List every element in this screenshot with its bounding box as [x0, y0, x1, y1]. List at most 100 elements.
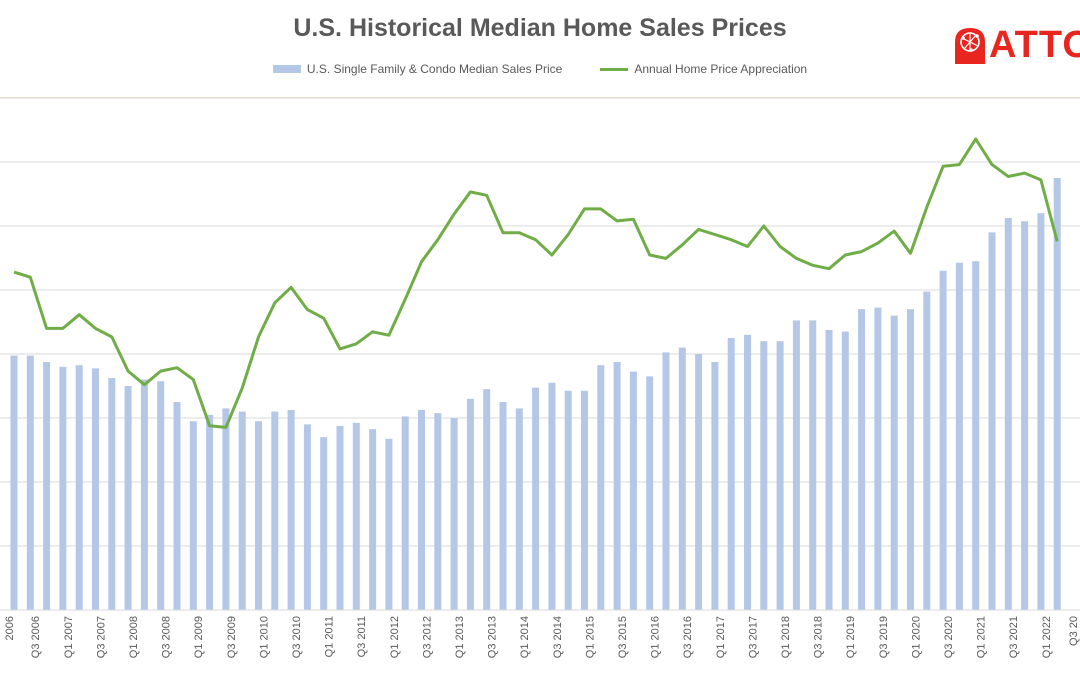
x-tick-label: Q1 2010	[258, 616, 270, 658]
price-bar	[809, 320, 817, 610]
attom-logo-wordmark: ATTO	[989, 24, 1080, 66]
x-tick-label: Q3 2011	[356, 616, 368, 657]
x-tick-label: Q1 2022	[1041, 616, 1053, 658]
x-tick-label: Q1 2016	[650, 616, 662, 658]
chart-title: U.S. Historical Median Home Sales Prices	[293, 14, 787, 42]
x-tick-label: Q3 2012	[421, 616, 433, 658]
price-bar	[515, 408, 523, 610]
price-bar	[173, 402, 181, 610]
x-tick-label: Q3 2013	[487, 616, 499, 658]
x-tick-label: Q1 2015	[584, 616, 596, 658]
price-bar	[466, 398, 474, 610]
x-tick-label: Q1 2013	[454, 616, 466, 658]
price-bar	[140, 379, 148, 610]
price-bar	[874, 307, 882, 610]
price-bar	[401, 416, 409, 610]
price-bar	[776, 341, 784, 610]
price-bar	[792, 320, 800, 610]
price-bar	[92, 368, 99, 610]
price-bar	[646, 376, 654, 610]
price-bar	[1021, 221, 1029, 610]
x-tick-label: Q3 2015	[617, 616, 629, 658]
price-bar	[825, 330, 833, 610]
price-bar	[255, 421, 262, 610]
x-tick-label: Q3 2009	[226, 616, 238, 658]
price-bar	[841, 331, 849, 610]
price-bar	[352, 422, 360, 610]
price-bar	[418, 410, 425, 610]
price-bar	[727, 338, 735, 610]
legend-swatch-bar	[272, 65, 301, 73]
price-bar	[320, 437, 328, 610]
x-tick-label: Q3 2006	[30, 616, 42, 658]
price-bar	[548, 382, 556, 610]
price-bar	[222, 408, 230, 610]
x-tick-label: Q3 2019	[878, 616, 890, 658]
price-bar	[760, 341, 768, 610]
price-bar	[238, 411, 246, 610]
price-bar	[369, 429, 377, 610]
price-bar	[43, 362, 51, 610]
price-bar	[629, 371, 637, 610]
price-bar	[695, 354, 703, 610]
price-bar	[271, 411, 279, 610]
price-bar	[499, 402, 507, 610]
price-bar	[303, 424, 311, 610]
x-tick-label: Q1 2018	[780, 616, 792, 658]
price-bar	[10, 355, 18, 610]
attom-logo-mark-icon	[955, 28, 985, 64]
price-bar	[907, 309, 914, 610]
x-tick-label: Q1 2020	[910, 616, 922, 658]
price-bar	[858, 309, 866, 610]
price-bar	[1004, 218, 1012, 610]
x-tick-label: Q1 2014	[519, 616, 531, 658]
price-bar	[483, 389, 491, 610]
price-bar	[26, 355, 34, 610]
x-tick-label: Q3 2014	[552, 616, 564, 658]
price-bar	[972, 261, 980, 610]
price-bar	[206, 414, 214, 610]
x-tick-label: Q3 2018	[813, 616, 825, 658]
x-tick-label: Q1 2008	[128, 616, 140, 658]
appreciation-line	[13, 137, 1059, 429]
price-bar	[124, 386, 132, 610]
price-bar	[59, 366, 67, 610]
x-tick-label: Q3 2008	[161, 616, 173, 658]
x-tick-label: Q3 2017	[747, 616, 759, 658]
price-bar	[287, 410, 295, 610]
legend: U.S. Single Family & Condo Median Sales …	[0, 62, 1080, 76]
price-bar	[450, 418, 458, 610]
x-tick-label: Q3 2021	[1008, 616, 1020, 658]
price-bar	[662, 352, 670, 610]
price-bar	[939, 270, 947, 610]
legend-label-line: Annual Home Price Appreciation	[634, 62, 808, 76]
price-bar	[581, 390, 588, 610]
price-bar	[385, 438, 393, 610]
x-tick-label: Q1 2009	[193, 616, 205, 658]
x-tick-label: Q1 2012	[389, 616, 401, 658]
price-bar	[988, 232, 996, 610]
legend-item-bar: U.S. Single Family & Condo Median Sales …	[272, 62, 563, 76]
price-bar	[108, 378, 116, 610]
price-bar	[923, 291, 931, 610]
x-tick-label: 2006	[4, 616, 16, 640]
price-bar	[711, 362, 719, 610]
price-bar	[1037, 213, 1045, 610]
price-bar	[890, 315, 898, 610]
x-tick-label: Q3 2016	[682, 616, 694, 658]
price-bar	[75, 365, 83, 610]
x-tick-label: Q1 2019	[845, 616, 857, 658]
price-bar	[1053, 178, 1061, 610]
price-bar	[564, 390, 572, 610]
price-bar	[434, 413, 442, 610]
x-tick-label: Q1 2021	[976, 616, 988, 658]
x-tick-label: Q1 2007	[63, 616, 75, 658]
x-tick-label: Q1 2017	[715, 616, 727, 658]
legend-label-bar: U.S. Single Family & Condo Median Sales …	[306, 62, 563, 76]
price-bar	[678, 347, 686, 610]
x-tick-label: Q3 2010	[291, 616, 303, 658]
price-bar	[189, 421, 197, 610]
legend-item-line: Annual Home Price Appreciation	[600, 62, 807, 76]
x-tick-label: Q3 2007	[95, 616, 107, 658]
